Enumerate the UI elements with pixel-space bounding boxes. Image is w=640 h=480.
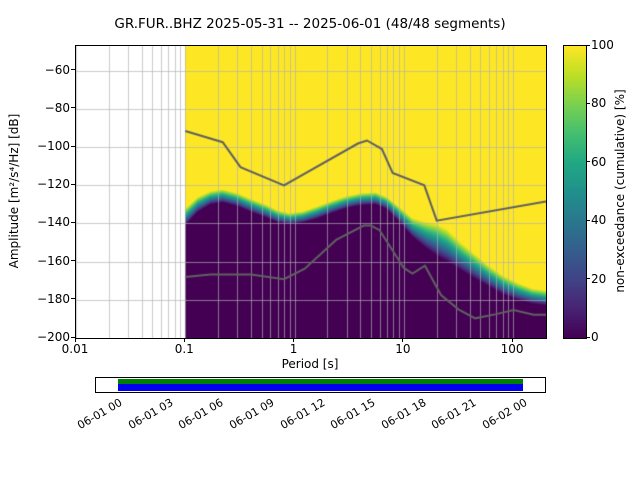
y-tick-label: −180 — [37, 291, 70, 306]
timeline-tick-label: 06-01 03 — [125, 396, 176, 432]
timeline-tick-label: 06-01 06 — [176, 396, 226, 432]
x-tick-label: 100 — [500, 342, 524, 356]
y-tick-label: −160 — [37, 253, 70, 268]
colorbar-tick-label: 100 — [591, 38, 614, 52]
timeline-coverage-bar — [118, 379, 523, 391]
timeline-tick-label: 06-01 18 — [378, 396, 429, 432]
colorbar-tick-label: 0 — [591, 330, 599, 344]
timeline-coverage-fill — [118, 384, 523, 391]
plot-area — [75, 45, 547, 339]
y-axis-label: Amplitude [m²/s⁴/Hz] [dB] — [7, 113, 21, 269]
timeline-tick-label: 06-01 00 — [75, 396, 125, 432]
timeline-box — [95, 377, 546, 393]
timeline-coverage-line — [118, 379, 523, 384]
timeline-tick-label: 06-01 12 — [277, 396, 327, 432]
x-axis-label: Period [s] — [281, 357, 339, 371]
colorbar-label: non-exceedance (cumulative) [%] — [613, 89, 627, 293]
y-tick-label: −100 — [37, 139, 70, 154]
x-tick-label: 0.01 — [61, 342, 89, 356]
timeline-tick-label: 06-02 00 — [480, 396, 530, 432]
y-tick-label: −60 — [44, 62, 70, 77]
ppsd-heatmap-canvas — [76, 46, 546, 338]
colorbar — [563, 45, 587, 339]
x-tick-label: 1 — [289, 342, 298, 356]
timeline-tick-label: 06-01 09 — [227, 396, 277, 432]
colorbar-gradient-canvas — [564, 46, 586, 338]
timeline-tick-label: 06-01 21 — [429, 396, 479, 432]
y-tick-label: −140 — [37, 215, 70, 230]
timeline-tick-label: 06-01 15 — [328, 396, 378, 432]
plot-title: GR.FUR..BHZ 2025-05-31 -- 2025-06-01 (48… — [114, 16, 506, 32]
y-tick-label: −120 — [37, 177, 70, 192]
x-tick-label: 0.1 — [174, 342, 194, 356]
y-tick-label: −200 — [37, 330, 70, 344]
x-tick-label: 10 — [395, 342, 411, 356]
y-tick-label: −80 — [44, 100, 70, 115]
